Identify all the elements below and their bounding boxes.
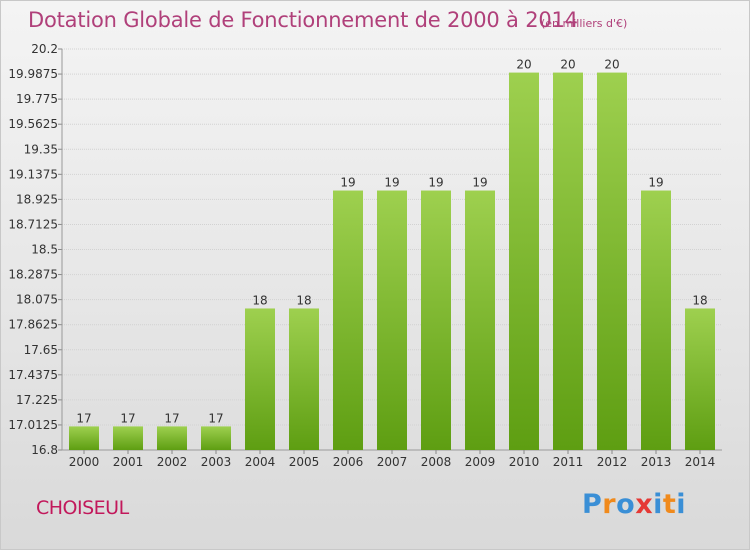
bar-value-label: 17 [120, 411, 135, 425]
bar [201, 426, 231, 450]
bar [157, 426, 187, 450]
logo-letter: i [653, 489, 663, 520]
bar [465, 190, 495, 450]
commune-name: CHOISEUL [36, 497, 129, 519]
logo-letter: r [602, 489, 617, 520]
bar-value-label: 19 [472, 176, 487, 190]
bar-value-label: 20 [516, 58, 531, 72]
bar [553, 72, 583, 451]
bar [113, 426, 143, 450]
x-tick-label: 2006 [333, 455, 364, 469]
bar-value-label: 19 [384, 176, 399, 190]
y-tick-label: 18.925 [16, 192, 58, 206]
logo-letter: P [582, 489, 603, 520]
y-tick-label: 18.2875 [8, 268, 58, 282]
bar-value-label: 19 [648, 176, 663, 190]
y-tick-label: 16.8 [31, 443, 58, 457]
x-tick-label: 2007 [377, 455, 408, 469]
y-tick-label: 17.65 [24, 343, 58, 357]
x-tick-label: 2000 [69, 455, 100, 469]
bar [421, 190, 451, 450]
bar-value-label: 17 [164, 411, 179, 425]
bar-value-label: 18 [296, 293, 311, 307]
y-tick-label: 18.7125 [8, 217, 58, 231]
x-tick-label: 2011 [553, 455, 584, 469]
y-tick-label: 18.5 [31, 243, 58, 257]
bar [641, 190, 671, 450]
x-tick-label: 2013 [641, 455, 672, 469]
y-tick-label: 19.775 [16, 92, 58, 106]
logo-letter: x [635, 489, 654, 520]
bar [597, 72, 627, 451]
x-tick-label: 2003 [201, 455, 232, 469]
y-tick-label: 18.075 [16, 293, 58, 307]
bar-value-label: 17 [76, 411, 91, 425]
bar-value-label: 20 [604, 58, 619, 72]
y-tick-label: 19.1375 [8, 167, 58, 181]
logo-letter: t [662, 489, 677, 520]
y-tick-label: 17.8625 [8, 318, 58, 332]
y-tick-label: 19.5625 [8, 117, 58, 131]
bar-value-label: 19 [340, 176, 355, 190]
x-tick-label: 2002 [157, 455, 188, 469]
chart-title: Dotation Globale de Fonctionnement de 20… [28, 8, 578, 32]
x-tick-label: 2008 [421, 455, 452, 469]
bar [333, 190, 363, 450]
y-tick-label: 17.4375 [8, 368, 58, 382]
bar [509, 72, 539, 451]
bar [289, 308, 319, 450]
x-tick-label: 2004 [245, 455, 276, 469]
x-tick-label: 2010 [509, 455, 540, 469]
x-tick-label: 2012 [597, 455, 628, 469]
y-tick-label: 20.2 [31, 42, 58, 56]
proxiti-logo[interactable]: Proxiti [582, 489, 686, 520]
y-tick-label: 17.225 [16, 393, 58, 407]
y-tick-label: 19.9875 [8, 67, 58, 81]
logo-letter: i [676, 489, 687, 520]
bar [377, 190, 407, 450]
x-tick-label: 2001 [113, 455, 144, 469]
bar-value-label: 18 [692, 293, 707, 307]
bar-value-label: 18 [252, 293, 267, 307]
chart-subtitle: (en milliers d'€) [541, 17, 628, 30]
y-tick-label: 17.0125 [8, 418, 58, 432]
bar-value-label: 20 [560, 58, 575, 72]
bar [245, 308, 275, 450]
bar [69, 426, 99, 450]
x-tick-label: 2009 [465, 455, 496, 469]
x-tick-label: 2014 [685, 455, 716, 469]
bar-value-label: 19 [428, 176, 443, 190]
y-tick-label: 19.35 [24, 142, 58, 156]
bar-value-label: 17 [208, 411, 223, 425]
x-tick-label: 2005 [289, 455, 320, 469]
logo-letter: o [616, 489, 636, 520]
bar [685, 308, 715, 450]
